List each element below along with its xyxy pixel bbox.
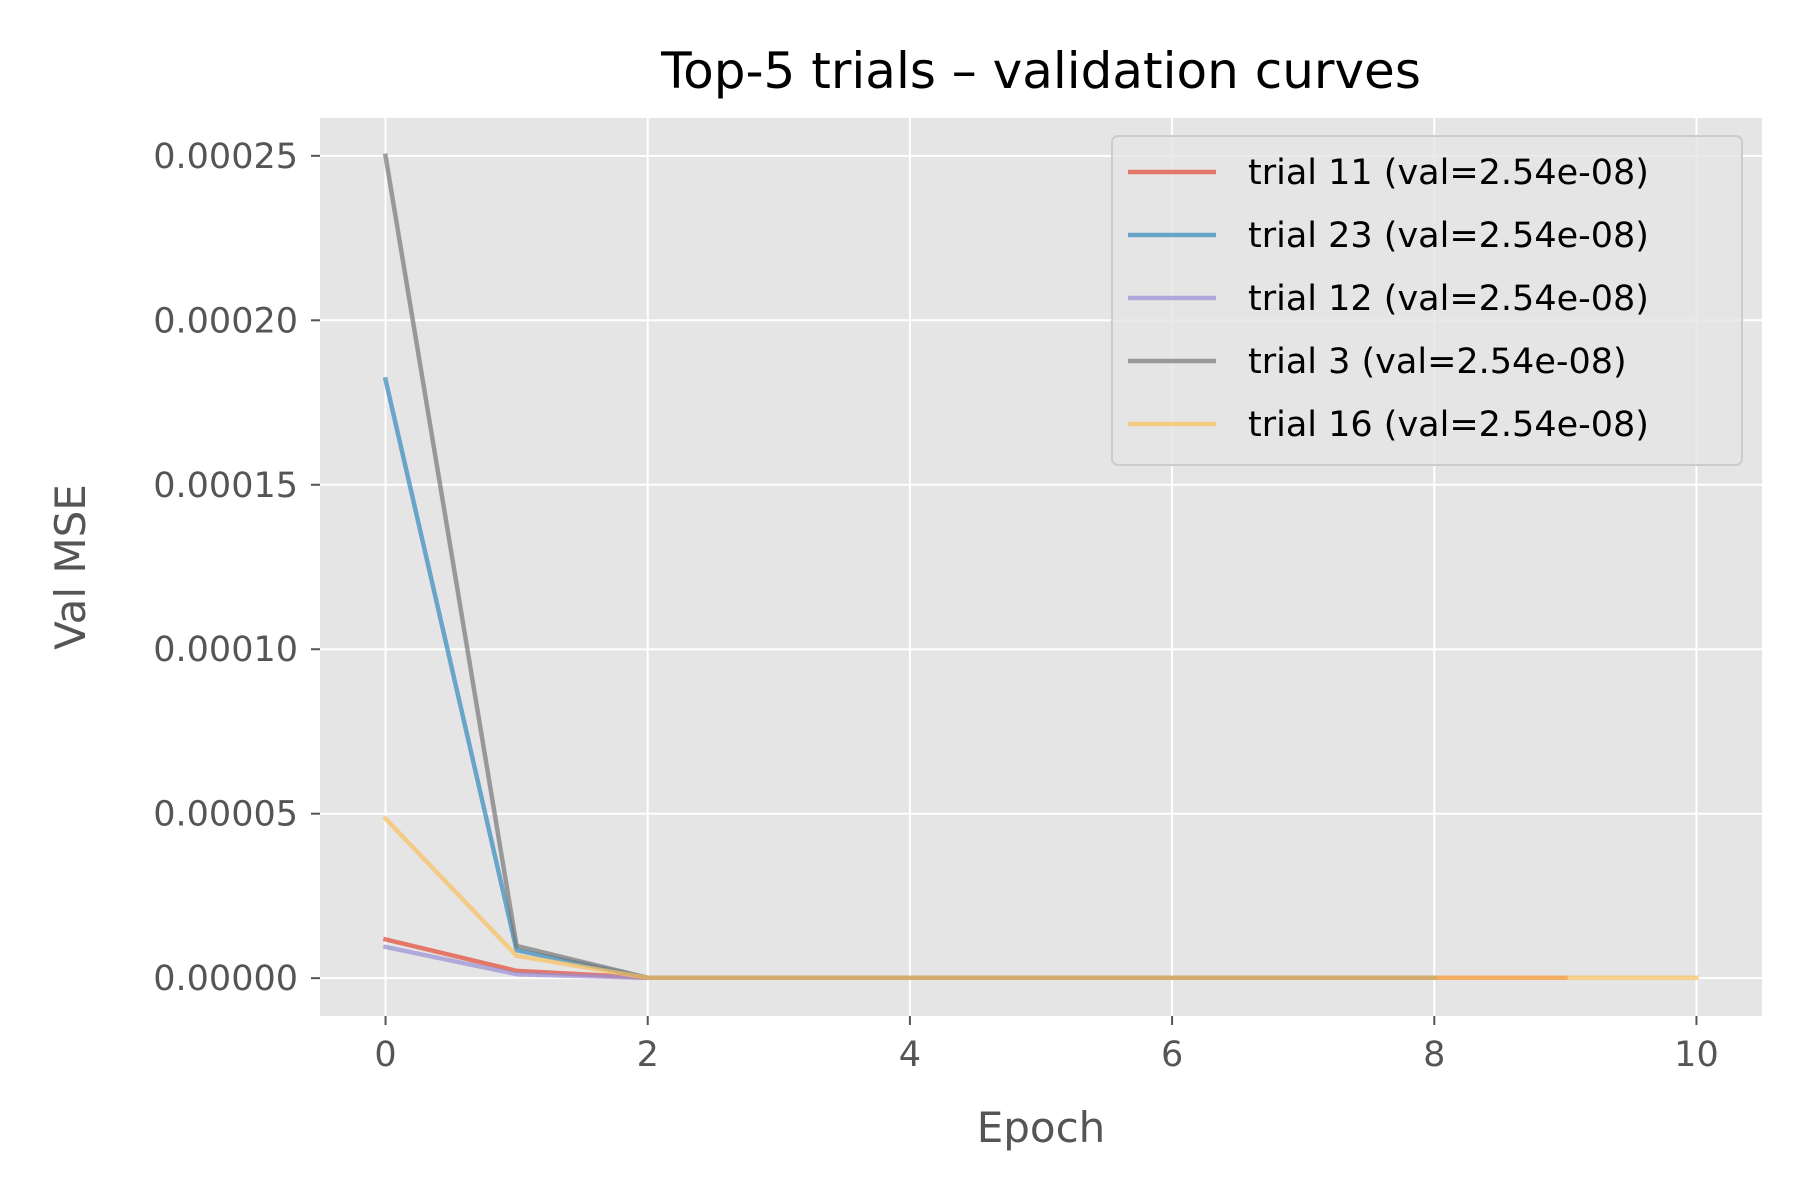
x-tick-label: 6 [1161,1035,1183,1075]
x-tick-label: 10 [1674,1035,1719,1075]
x-axis-label: Epoch [977,1103,1106,1152]
legend-label: trial 11 (val=2.54e-08) [1248,153,1649,193]
x-tick-label: 0 [374,1035,396,1075]
legend-box [1111,135,1743,466]
series-line-5 [382,815,1699,981]
y-tick-label: 0.00025 [153,137,298,177]
y-tick-label: 0.00005 [153,795,298,835]
y-tick-label: 0.00010 [153,630,298,670]
chart-title: Top-5 trials – validation curves [660,42,1421,100]
legend-label: trial 16 (val=2.54e-08) [1248,405,1649,445]
legend-label: trial 12 (val=2.54e-08) [1248,279,1649,319]
legend-label: trial 3 (val=2.54e-08) [1248,342,1627,382]
x-tick-label: 4 [899,1035,921,1075]
legend-label: trial 23 (val=2.54e-08) [1248,216,1649,256]
y-axis-label: Val MSE [46,484,95,650]
axis-ticks: 0 2 4 6 8 10 0.00000 0.00005 0.00010 0.00015 0.000… [153,137,1718,1075]
legend: trial 11 (val=2.54e-08) trial 23 (val=2.5… [1111,135,1743,466]
y-tick-label: 0.00020 [153,301,298,341]
x-tick-label: 8 [1423,1035,1445,1075]
x-tick-label: 2 [637,1035,659,1075]
y-tick-label: 0.00000 [153,959,298,999]
y-tick-label: 0.00015 [153,466,298,506]
series-lines [382,153,1699,981]
